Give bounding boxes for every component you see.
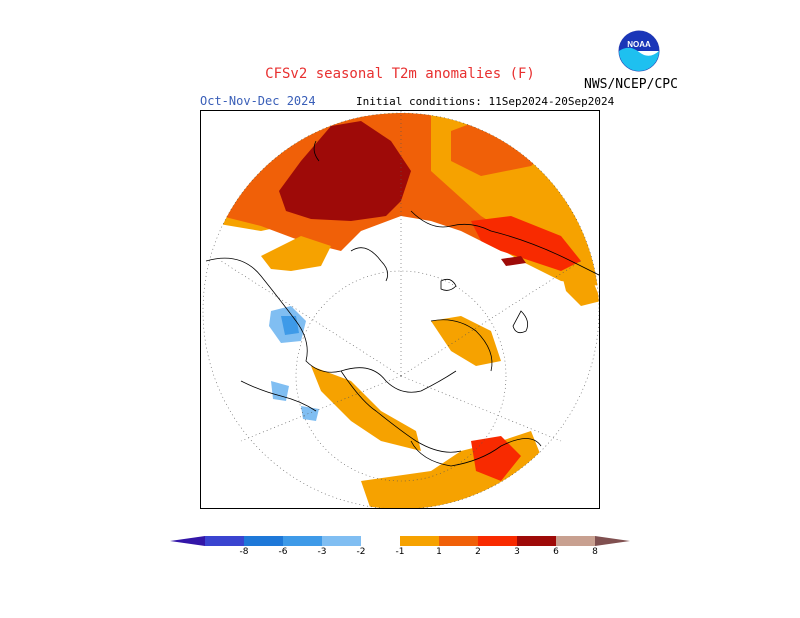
- legend-tick-label: -6: [278, 547, 288, 557]
- graticule: [202, 111, 599, 508]
- legend-swatch: [556, 536, 595, 546]
- legend-swatch: [322, 536, 361, 546]
- polar-projection-map: [202, 111, 599, 508]
- anomaly-region-orange-southwest: [311, 366, 421, 451]
- legend-tick-label: 6: [553, 547, 559, 557]
- anomaly-region-darkred-small: [501, 256, 526, 266]
- anomaly-region-blue-4: [301, 406, 319, 421]
- legend-swatch: [517, 536, 556, 546]
- legend-swatch: [205, 536, 244, 546]
- anomaly-region-orange-southeast: [471, 436, 521, 481]
- legend-tick-label: 1: [436, 547, 442, 557]
- svg-text:NOAA: NOAA: [627, 40, 651, 49]
- legend-tick-label: 2: [475, 547, 481, 557]
- legend-tick-label: -3: [317, 547, 327, 557]
- anomaly-region-blue-2: [281, 316, 299, 335]
- legend-tick-label: -8: [239, 547, 249, 557]
- legend-swatch: [283, 536, 322, 546]
- legend-swatch: [400, 536, 439, 546]
- anomaly-region-orange-asia-west: [261, 236, 331, 271]
- legend-swatch: [170, 536, 205, 546]
- legend-tick-label: 8: [592, 547, 598, 557]
- anomaly-region-darkred: [279, 121, 411, 221]
- forecast-period: Oct-Nov-Dec 2024: [200, 94, 316, 108]
- anomaly-region-red-east: [471, 216, 581, 271]
- anomaly-region-orange-asia: [431, 316, 501, 366]
- legend-swatch: [595, 536, 630, 546]
- anomaly-region-orange-right: [561, 271, 599, 306]
- legend-tick-label: -1: [395, 547, 405, 557]
- legend-tick-label: -2: [356, 547, 366, 557]
- anomaly-map: [200, 110, 600, 509]
- legend-swatch: [361, 536, 400, 546]
- legend-tick-label: 3: [514, 547, 520, 557]
- anomaly-region-blue-3: [271, 381, 289, 401]
- noaa-logo-icon: NOAA: [618, 30, 660, 72]
- agency-label: NWS/NCEP/CPC: [584, 77, 678, 92]
- legend-swatch: [439, 536, 478, 546]
- coastlines: [205, 140, 599, 467]
- legend-swatch: [478, 536, 517, 546]
- chart-title: CFSv2 seasonal T2m anomalies (F): [265, 66, 535, 82]
- initial-conditions: Initial conditions: 11Sep2024-20Sep2024: [356, 95, 615, 108]
- color-legend: [170, 536, 630, 546]
- legend-swatch: [244, 536, 283, 546]
